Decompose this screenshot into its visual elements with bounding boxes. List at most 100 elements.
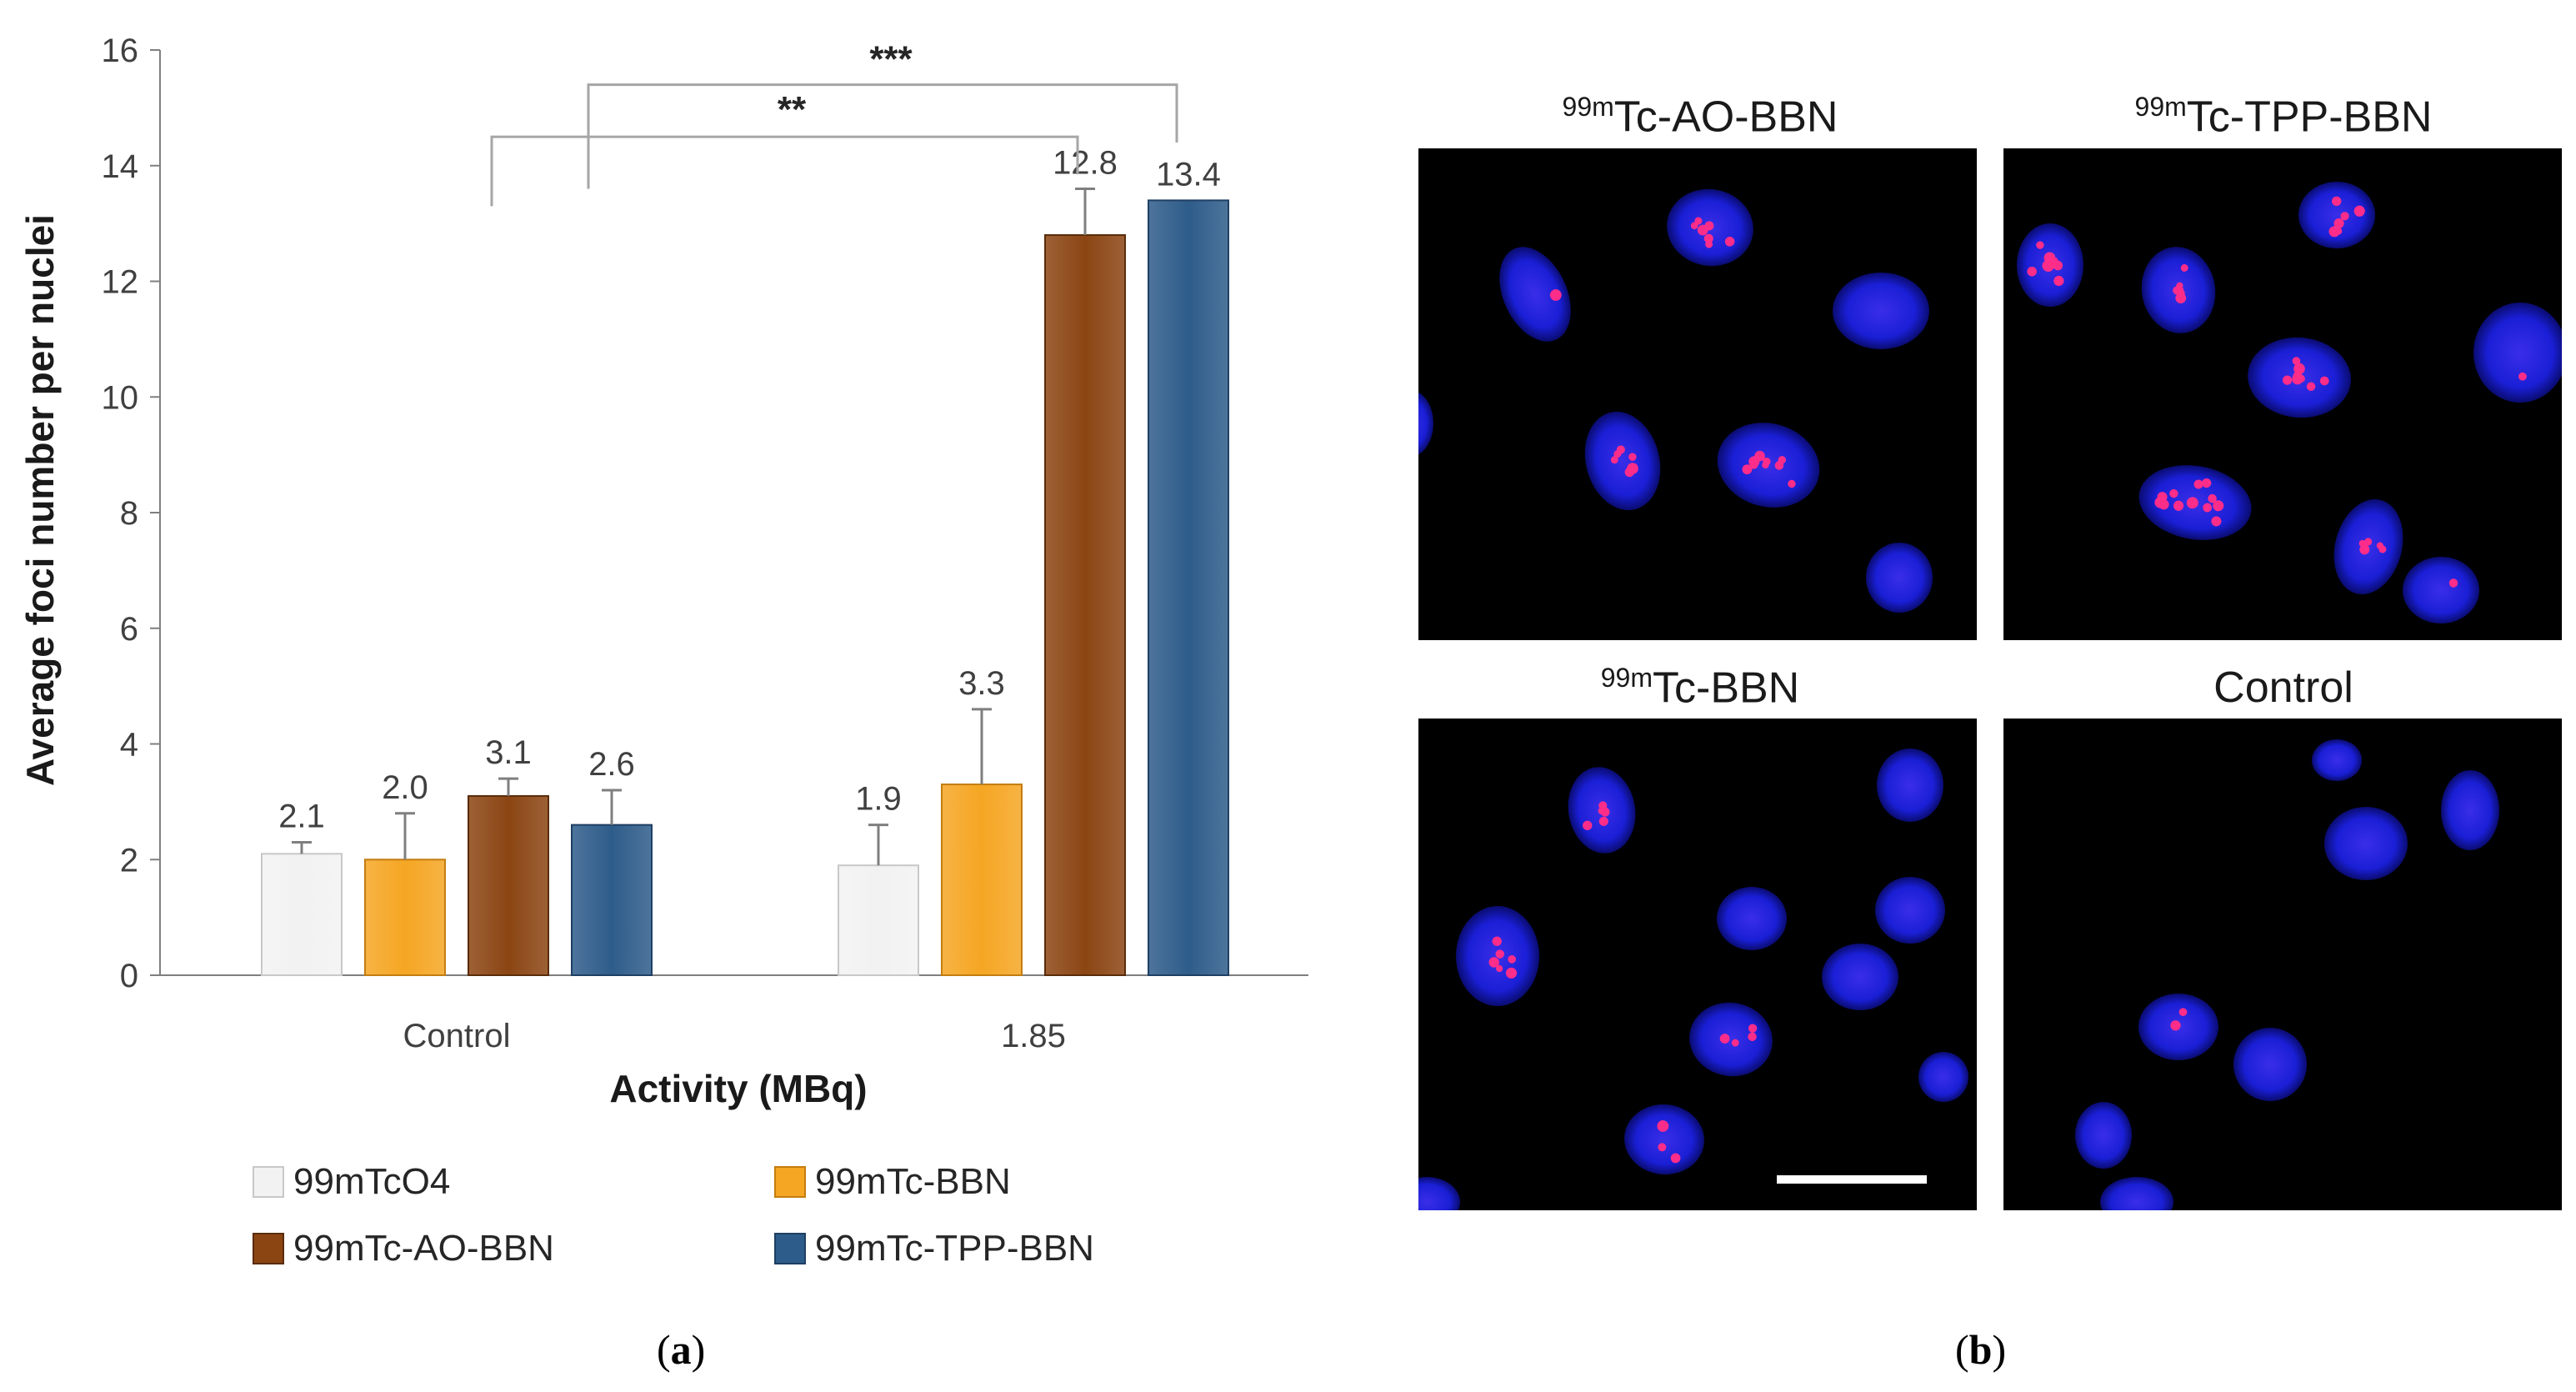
focus-dot [1762, 461, 1769, 469]
bar [468, 794, 549, 976]
cell-nucleus [2312, 739, 2362, 781]
focus-dot [1724, 237, 1735, 247]
focus-dot [2376, 542, 2383, 549]
focus-dot [1742, 464, 1753, 475]
cell-nucleus [2100, 1177, 2173, 1210]
x-tick-label: 1.85 [1001, 1018, 1066, 1054]
cell-nucleus [1418, 1177, 1460, 1210]
bar-group [1148, 199, 1229, 976]
cell-nucleus [2333, 499, 2403, 594]
panel-title-bbn: 99mTc-BBN [1600, 663, 1800, 713]
cell-nucleus [2403, 557, 2479, 623]
cell-nucleus [2138, 465, 2252, 540]
bar [364, 859, 446, 976]
cell-nucleus [1667, 188, 1753, 267]
focus-dot [1495, 949, 1504, 959]
focus-dot [2053, 275, 2064, 287]
focus-dot [2292, 357, 2301, 365]
focus-dot [1705, 240, 1713, 248]
legend-item: 99mTc-TPP-BBN [774, 1228, 1094, 1269]
micrograph-ao-bbn [1418, 148, 1977, 640]
legend-label: 99mTc-TPP-BBN [815, 1228, 1094, 1269]
focus-dot [2202, 478, 2212, 488]
focus-dot [2158, 499, 2169, 510]
cell-nucleus [2324, 807, 2408, 880]
cell-nucleus [1877, 749, 1943, 822]
focus-dot [2293, 373, 2304, 383]
legend-swatch [253, 1233, 284, 1264]
data-label: 2.1 [278, 798, 325, 834]
data-label: 3.3 [958, 665, 1005, 702]
legend-label: 99mTcO4 [293, 1161, 450, 1202]
focus-dot [1748, 1032, 1757, 1041]
cell-nucleus [1584, 411, 1661, 511]
bar-group [1044, 188, 1126, 976]
focus-dot [2448, 578, 2458, 588]
focus-dot [1703, 233, 1713, 243]
data-label: 1.9 [855, 781, 902, 818]
y-tick-label: 2 [120, 842, 138, 879]
micrograph-image [1418, 188, 1933, 613]
micrograph-bbn [1418, 719, 1977, 1210]
cell-nucleus [2075, 1102, 2132, 1169]
focus-dot [2186, 497, 2198, 509]
bar-chart: 0 2 4 6 8 10 12 14 16 Control 1.85 2.1 2.0 3.1 2.6 1.9… [18, 33, 1308, 1269]
caption-b: (b) [1955, 1326, 2007, 1373]
bar [1148, 199, 1229, 976]
cell-nucleus [2138, 994, 2218, 1060]
x-tick-label: Control [403, 1018, 511, 1054]
focus-dot [1488, 957, 1499, 968]
cell-nucleus [1866, 543, 1933, 613]
cell-nucleus [2248, 337, 2351, 418]
focus-dot [1583, 820, 1593, 831]
cell-nucleus [1418, 392, 1433, 455]
micrograph-tpp-bbn [2003, 148, 2562, 640]
focus-dot [2173, 500, 2184, 511]
micrograph-image [2075, 739, 2499, 1210]
focus-dot [1694, 217, 1703, 225]
focus-dot [2293, 363, 2305, 375]
cell-nucleus [1689, 1002, 1773, 1077]
focus-dot [1598, 816, 1608, 826]
bar-group [838, 824, 919, 976]
chart-legend: 99mTcO4 99mTc-BBN 99mTc-AO-BBN 99mTc-TPP-BB… [253, 1161, 1094, 1269]
focus-dot [1704, 221, 1714, 231]
focus-dot [1749, 461, 1758, 469]
cell-nucleus [2441, 770, 2499, 850]
bar-group [941, 708, 1023, 976]
bar-group [261, 840, 343, 976]
focus-dot [2359, 544, 2370, 555]
bar-group [468, 777, 549, 976]
cell-nucleus [2473, 303, 2562, 403]
focus-dot [2169, 488, 2178, 498]
focus-dot [1670, 1153, 1681, 1164]
focus-dot [1658, 1143, 1667, 1152]
focus-dot [2213, 500, 2224, 512]
y-tick-label: 14 [102, 148, 139, 185]
significance-label: *** [869, 39, 913, 80]
focus-dot [2178, 289, 2185, 297]
focus-dot [2203, 503, 2213, 513]
focus-dot [1616, 445, 1625, 454]
panel-title-ao-bbn: 99mTc-AO-BBN [1562, 92, 1838, 142]
cell-nucleus [1568, 767, 1636, 854]
focus-dot [2282, 375, 2293, 385]
focus-dot [2211, 516, 2222, 527]
significance-brackets: ***** [490, 39, 1178, 207]
focus-dot [2180, 263, 2188, 272]
focus-dot [1774, 461, 1784, 470]
y-tick-label: 12 [102, 264, 139, 301]
focus-dot [2193, 479, 2203, 489]
y-tick-label: 0 [120, 958, 138, 994]
chart-data-labels: 2.1 2.0 3.1 2.6 1.9 3.3 12.8 13.4 [278, 145, 1221, 835]
focus-dot [1719, 1034, 1730, 1044]
focus-dot [2353, 205, 2365, 217]
bar [571, 824, 653, 976]
data-label: 13.4 [1156, 156, 1221, 193]
cell-nucleus [1833, 273, 1929, 349]
y-tick-label: 16 [102, 33, 139, 69]
bracket-double-star [490, 135, 1079, 207]
legend-swatch [774, 1166, 806, 1198]
focus-dot [2036, 241, 2044, 249]
y-tick-label: 4 [120, 727, 138, 764]
